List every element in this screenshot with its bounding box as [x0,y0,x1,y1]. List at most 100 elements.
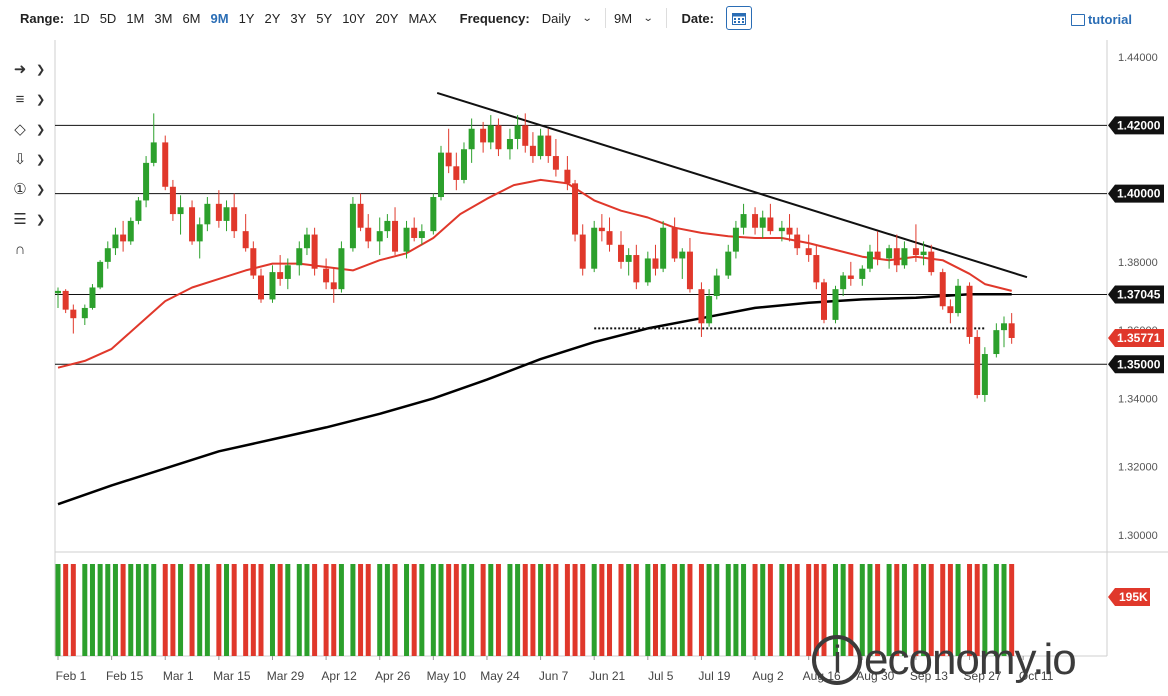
candle-body [338,248,345,290]
candle-body [127,220,134,242]
candle-body [303,234,310,249]
candle-body [591,227,598,269]
x-tick-label: Apr 26 [375,669,411,683]
chevron-right-icon: ❯ [36,123,46,136]
range-button-1m[interactable]: 1M [126,10,145,26]
candle-body [993,330,1000,355]
volume-bar [618,564,624,656]
volume-bar [323,564,329,656]
volume-bar [216,564,222,656]
frequency-dropdown[interactable]: Daily ⌄ [542,11,593,26]
volume-bar [591,564,597,656]
volume-bar [515,564,521,656]
candle-body [55,290,61,294]
tool-settings[interactable]: ☰ ❯ [10,204,50,234]
volume-bar [767,564,773,656]
tool-annotation[interactable]: ① ❯ [10,174,50,204]
x-tick-label: Aug 2 [752,669,784,683]
volume-bar [760,564,766,656]
candle-body [813,255,820,283]
x-tick-label: Mar 15 [213,669,251,683]
y-tick-label: 1.40000 [1118,189,1158,201]
level-badge: 1.35000 [1117,357,1161,371]
range-button-9m[interactable]: 9M [210,10,229,26]
volume-bar [687,564,693,656]
frequency-label: Frequency: [459,10,530,26]
volume-bar [553,564,559,656]
candle-body [468,128,475,150]
y-tick-label: 1.32000 [1118,462,1158,474]
volume-bar [365,564,371,656]
volume-bar [224,564,230,656]
volume-bar [495,564,501,656]
ma200-line [57,293,1012,506]
tool-magnet[interactable]: ∩ [10,234,50,264]
candle-body [939,272,946,307]
candle-body [698,289,705,324]
candle-body [644,258,651,283]
range-button-20y[interactable]: 20Y [375,10,399,26]
candle-body [392,220,399,252]
range-button-max[interactable]: MAX [408,10,437,26]
chevron-right-icon: ❯ [36,93,46,106]
x-tick-label: Feb 15 [106,669,144,683]
calendar-button[interactable] [725,6,752,30]
candle-body [786,227,793,235]
volume-bar [105,564,111,656]
volume-bar [660,564,666,656]
volume-bar [197,564,203,656]
volume-bar [411,564,417,656]
candle-body [522,125,529,146]
volume-bar [572,564,578,656]
candle-body [135,200,142,221]
range-selector: 1D 5D 1M 3M 6M 9M 1Y 2Y 3Y 5Y 10Y 20Y MAX [68,11,442,26]
volume-bar [733,564,739,656]
candle-body [537,135,544,157]
candle-body [1008,323,1015,338]
tool-arrow[interactable]: ⇩ ❯ [10,144,50,174]
tool-fib[interactable]: ≡ ❯ [10,84,50,114]
candle-body [204,203,211,225]
range-button-5d[interactable]: 5D [99,10,117,26]
candle-body [901,248,908,266]
candle-body [572,183,579,235]
candle-body [618,244,625,262]
candle-body [529,145,536,157]
x-tick-label: Mar 29 [267,669,305,683]
candle-body [752,214,759,228]
volume-bar [231,564,237,656]
tool-line[interactable]: ➜ ❯ [10,54,50,84]
range-button-10y[interactable]: 10Y [342,10,366,26]
volume-bar [243,564,249,656]
candle-body [847,275,854,279]
candle-body [323,268,330,283]
volume-bar [404,564,410,656]
range-button-5y[interactable]: 5Y [316,10,333,26]
candle-body [257,275,264,300]
candle-body [330,282,337,290]
date-label: Date: [681,10,714,26]
range-button-1d[interactable]: 1D [73,10,90,26]
candle-body [480,128,487,143]
volume-bar [189,564,195,656]
candle-body [460,149,467,180]
candle-body [349,203,356,249]
volume-bar [698,564,704,656]
range-button-6m[interactable]: 6M [182,10,201,26]
x-tick-label: Mar 1 [163,669,194,683]
volume-bar [258,564,264,656]
tool-shape[interactable]: ◇ ❯ [10,114,50,144]
volume-badge-bg [1108,588,1150,606]
range-button-2y[interactable]: 2Y [264,10,281,26]
volume-bar [135,564,141,656]
period-dropdown[interactable]: 9M ⌄ [614,10,654,26]
range-button-3m[interactable]: 3M [154,10,173,26]
x-tick-label: Jun 21 [589,669,625,683]
range-button-3y[interactable]: 3Y [290,10,307,26]
tutorial-link[interactable]: tutorial [1070,12,1132,27]
range-button-1y[interactable]: 1Y [238,10,255,26]
chevron-right-icon: ❯ [36,183,46,196]
volume-bar [752,564,758,656]
period-value: 9M [614,10,633,26]
